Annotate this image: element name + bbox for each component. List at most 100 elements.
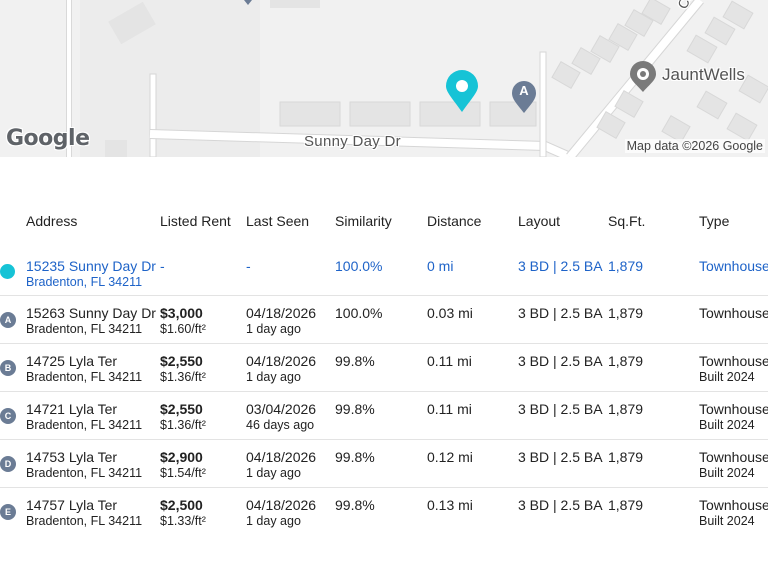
table-row[interactable]: A 15263 Sunny Day Dr Bradenton, FL 34211… [0, 296, 768, 344]
row-type-value: Townhouse [699, 497, 768, 513]
row-seen-ago: 1 day ago [246, 322, 301, 336]
row-rent-per-sqft: $1.36/ft² [160, 370, 206, 384]
row-distance: 0.13 mi [427, 497, 473, 513]
row-street: 14725 Lyla Ter [26, 353, 118, 369]
row-rent-per-sqft: $1.54/ft² [160, 466, 206, 480]
row-address[interactable]: 14757 Lyla Ter Bradenton, FL 34211 [26, 497, 142, 529]
map-attribution[interactable]: Map data ©2026 Google [624, 139, 765, 153]
poi-label[interactable]: JauntWells [662, 65, 745, 84]
row-seen-date: 04/18/2026 [246, 449, 317, 465]
header-distance[interactable]: Distance [427, 213, 482, 229]
table-row[interactable]: E 14757 Lyla Ter Bradenton, FL 34211 $2,… [0, 488, 768, 536]
row-type-value: Townhouse [699, 449, 768, 465]
table-row[interactable]: C 14721 Lyla Ter Bradenton, FL 34211 $2,… [0, 392, 768, 440]
row-street: 14721 Lyla Ter [26, 401, 118, 417]
subject-distance: 0 mi [427, 258, 454, 274]
row-sqft: 1,879 [608, 497, 644, 513]
row-distance: 0.12 mi [427, 449, 473, 465]
row-rent-per-sqft: $1.60/ft² [160, 322, 206, 336]
row-seen: 04/18/2026 1 day ago [246, 305, 316, 337]
row-type-value: Townhouse [699, 401, 768, 417]
row-address[interactable]: 15263 Sunny Day Dr Bradenton, FL 34211 [26, 305, 156, 337]
row-rent-value: $2,900 [160, 449, 203, 465]
row-city: Bradenton, FL 34211 [26, 322, 143, 336]
row-address[interactable]: 14721 Lyla Ter Bradenton, FL 34211 [26, 401, 142, 433]
row-seen: 04/18/2026 1 day ago [246, 497, 316, 529]
poi-pin-icon [630, 61, 656, 92]
row-rent-value: $2,500 [160, 497, 203, 513]
subject-marker-icon [0, 264, 15, 279]
row-seen-date: 04/18/2026 [246, 353, 317, 369]
header-last-seen[interactable]: Last Seen [246, 213, 310, 229]
row-seen-ago: 1 day ago [246, 466, 301, 480]
row-rent-value: $2,550 [160, 401, 203, 417]
row-rent: $2,500 $1.33/ft² [160, 497, 206, 529]
row-type: Townhouse Built 2024 [699, 497, 768, 529]
map-graphics [66, 0, 768, 157]
row-similarity: 99.8% [335, 497, 375, 513]
row-built: Built 2024 [699, 370, 755, 384]
row-street: 14757 Lyla Ter [26, 497, 118, 513]
row-type: Townhouse Built 2024 [699, 401, 768, 433]
subject-sqft: 1,879 [608, 258, 644, 274]
subject-layout: 3 BD | 2.5 BA [518, 258, 603, 274]
row-sqft: 1,879 [608, 401, 644, 417]
row-street: 14753 Lyla Ter [26, 449, 118, 465]
row-type-value: Townhouse [699, 305, 768, 321]
subject-type: Townhouse [699, 258, 768, 274]
row-similarity: 99.8% [335, 449, 375, 465]
pin-a-letter: A [519, 83, 529, 98]
row-rent: $2,900 $1.54/ft² [160, 449, 206, 481]
row-similarity: 99.8% [335, 401, 375, 417]
row-similarity: 100.0% [335, 305, 383, 321]
google-logo: Google [6, 126, 90, 151]
row-rent-value: $3,000 [160, 305, 203, 321]
row-address[interactable]: 14725 Lyla Ter Bradenton, FL 34211 [26, 353, 142, 385]
row-city: Bradenton, FL 34211 [26, 466, 143, 480]
row-type-value: Townhouse [699, 353, 768, 369]
comp-map-pin-a [512, 81, 536, 113]
comp-marker-icon: C [0, 408, 16, 424]
row-built: Built 2024 [699, 418, 755, 432]
map[interactable]: A Sunny Day Dr JauntWells Cora Google Ma… [0, 0, 768, 157]
comp-marker-icon: A [0, 312, 16, 328]
subject-rent: - [160, 258, 165, 274]
row-rent: $3,000 $1.60/ft² [160, 305, 206, 337]
row-rent: $2,550 $1.36/ft² [160, 401, 206, 433]
table-row[interactable]: B 14725 Lyla Ter Bradenton, FL 34211 $2,… [0, 344, 768, 392]
header-sqft[interactable]: Sq.Ft. [608, 213, 646, 229]
row-rent-per-sqft: $1.33/ft² [160, 514, 206, 528]
row-seen: 04/18/2026 1 day ago [246, 449, 316, 481]
row-seen-ago: 1 day ago [246, 514, 301, 528]
subject-row[interactable]: 15235 Sunny Day Dr Bradenton, FL 34211 -… [0, 248, 768, 296]
subject-similarity: 100.0% [335, 258, 383, 274]
row-seen-ago: 46 days ago [246, 418, 315, 432]
comp-marker-icon: D [0, 456, 16, 472]
header-similarity[interactable]: Similarity [335, 213, 392, 229]
row-seen: 03/04/2026 46 days ago [246, 401, 316, 433]
subject-address[interactable]: 15235 Sunny Day Dr Bradenton, FL 34211 [26, 258, 156, 290]
row-type: Townhouse [699, 305, 768, 321]
row-seen-date: 04/18/2026 [246, 497, 317, 513]
row-type: Townhouse Built 2024 [699, 449, 768, 481]
row-layout: 3 BD | 2.5 BA [518, 305, 603, 321]
row-seen-date: 04/18/2026 [246, 305, 317, 321]
row-sqft: 1,879 [608, 353, 644, 369]
header-address[interactable]: Address [26, 213, 78, 229]
row-rent-value: $2,550 [160, 353, 203, 369]
row-layout: 3 BD | 2.5 BA [518, 401, 603, 417]
row-sqft: 1,879 [608, 305, 644, 321]
table-row[interactable]: D 14753 Lyla Ter Bradenton, FL 34211 $2,… [0, 440, 768, 488]
comp-marker-icon: B [0, 360, 16, 376]
subject-street[interactable]: 15235 Sunny Day Dr [26, 258, 156, 274]
header-layout[interactable]: Layout [518, 213, 561, 229]
row-built: Built 2024 [699, 514, 755, 528]
row-seen-date: 03/04/2026 [246, 401, 317, 417]
header-type[interactable]: Type [699, 213, 730, 229]
row-address[interactable]: 14753 Lyla Ter Bradenton, FL 34211 [26, 449, 142, 481]
row-type: Townhouse Built 2024 [699, 353, 768, 385]
row-layout: 3 BD | 2.5 BA [518, 449, 603, 465]
row-city: Bradenton, FL 34211 [26, 418, 143, 432]
row-rent-per-sqft: $1.36/ft² [160, 418, 206, 432]
header-rent[interactable]: Listed Rent [160, 213, 231, 229]
